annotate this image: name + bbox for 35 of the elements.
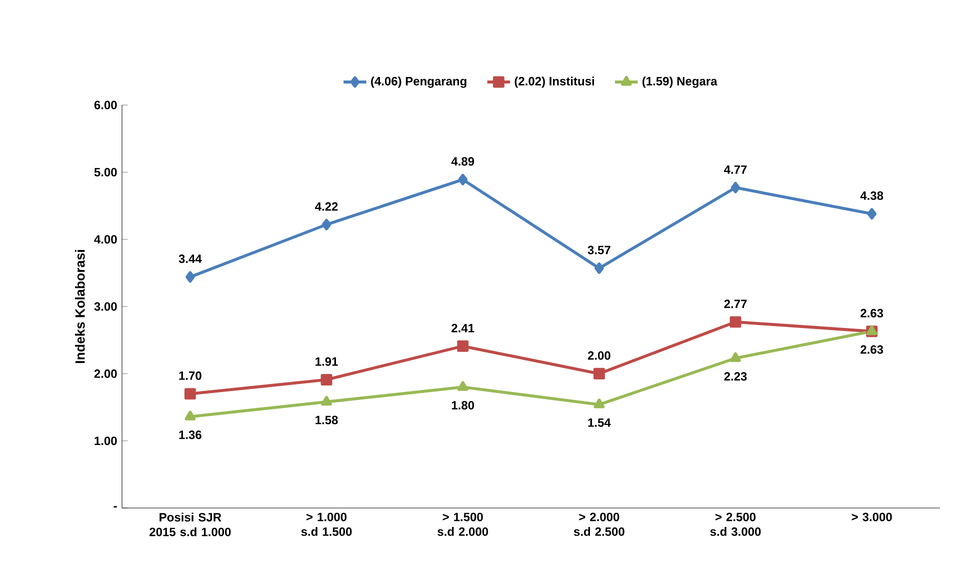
y-tick-label: 4.00 [94, 235, 117, 244]
data-label: 1.80 [452, 401, 474, 410]
data-label: 2.23 [724, 372, 747, 381]
y-tick-label: 3.00 [94, 302, 117, 311]
x-tick-label: > 1.500 s.d 2.000 [438, 512, 488, 536]
data-label: 1.58 [316, 416, 338, 424]
data-label: 4.38 [860, 191, 884, 200]
y-tick-label: 2.00 [94, 369, 117, 378]
data-label: 2.41 [452, 324, 474, 332]
y-tick-label: 5.00 [94, 168, 117, 176]
data-label: 2.77 [724, 300, 747, 308]
data-label: 2.00 [588, 351, 610, 360]
y-tick-label: 1.00 [94, 436, 117, 446]
data-label: 1.70 [179, 371, 202, 380]
data-label: 4.89 [451, 157, 474, 166]
x-tick-label: > 2.500 s.d 3.000 [710, 512, 761, 536]
y-axis-title: Indeks Kolaborasi [74, 250, 85, 364]
data-label: 3.57 [588, 246, 610, 254]
data-label: 1.91 [316, 357, 338, 366]
data-label: 2.63 [860, 308, 884, 318]
legend-label: (4.06) Pengarang [371, 76, 466, 88]
data-label: 3.44 [178, 254, 202, 264]
legend-label: (1.59) Negara [642, 76, 718, 88]
x-tick-label: > 2.000 s.d 2.500 [574, 512, 624, 536]
y-tick-label: - [114, 506, 117, 508]
data-label: 2.63 [860, 345, 884, 354]
legend-label: (2.02) Institusi [514, 76, 594, 88]
data-label: 4.22 [315, 202, 338, 211]
data-label: 1.54 [588, 418, 611, 427]
y-tick-label: 6.00 [94, 100, 117, 110]
data-label: 4.77 [724, 165, 747, 174]
x-tick-label: Posisi SJR 2015 s.d 1.000 [150, 512, 231, 536]
x-tick-label: > 1.000 s.d 1.500 [301, 512, 352, 536]
data-label: 1.36 [179, 430, 202, 440]
x-tick-label: > 3.000 [852, 512, 892, 522]
